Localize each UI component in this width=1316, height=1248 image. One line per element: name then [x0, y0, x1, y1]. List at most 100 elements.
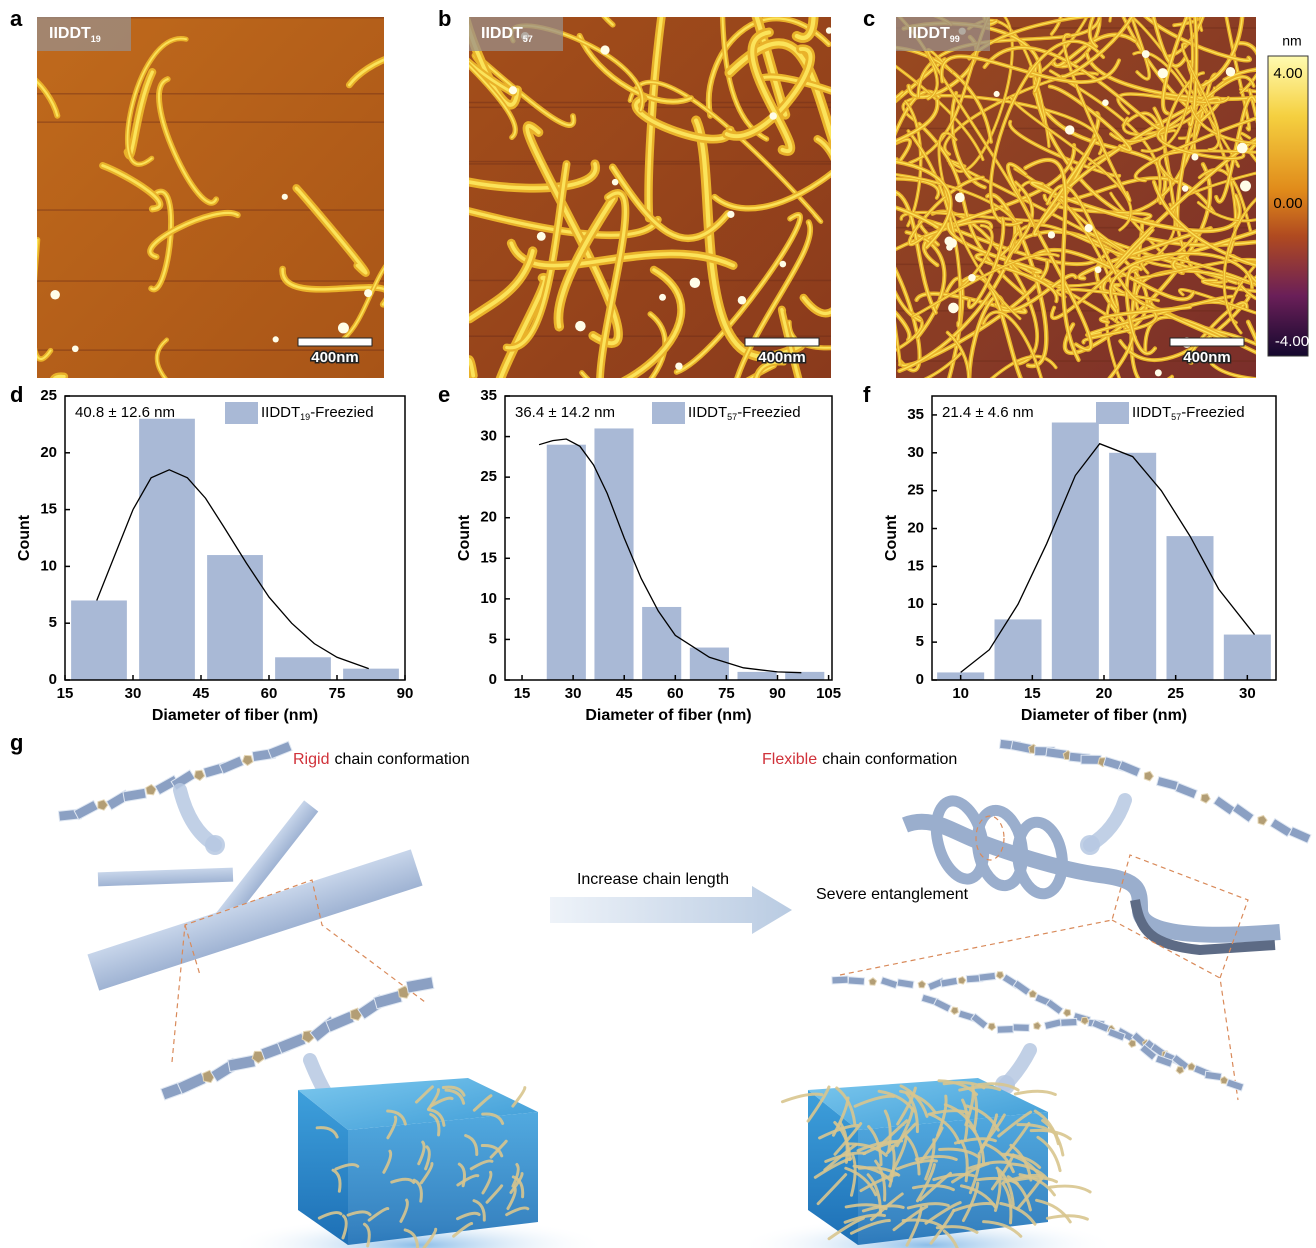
annotation: 21.4 ± 4.6 nm	[942, 404, 1034, 421]
particle	[72, 345, 79, 352]
y-tick-label: 20	[40, 444, 57, 461]
particle	[273, 336, 279, 342]
particle	[1085, 224, 1093, 232]
monomer-acceptor	[880, 977, 897, 989]
bar	[594, 428, 633, 680]
legend-base: IIDDT	[1132, 404, 1171, 421]
particle	[1155, 369, 1162, 376]
monomer-donor	[1201, 794, 1210, 803]
panel-label: e	[438, 382, 450, 407]
bar	[547, 445, 586, 680]
particle	[690, 278, 700, 288]
particle	[1237, 143, 1248, 154]
y-tick-label: 5	[489, 630, 497, 647]
monomer-acceptor	[1205, 1071, 1222, 1080]
x-tick-label: 105	[816, 685, 841, 702]
monomer-acceptor	[123, 788, 146, 801]
legend-suffix: -Freezied	[310, 404, 373, 421]
bar	[343, 669, 399, 680]
monomer-acceptor	[1013, 1024, 1029, 1032]
fiber	[53, 376, 84, 476]
panel-label: g	[10, 730, 23, 755]
monomer-acceptor	[934, 999, 952, 1013]
particle	[509, 86, 517, 94]
particle	[1182, 185, 1188, 191]
monomer-acceptor	[228, 1055, 256, 1071]
bar	[139, 419, 195, 680]
monomer-acceptor	[997, 1026, 1013, 1034]
particle	[994, 91, 1000, 97]
sample-sub: 57	[523, 34, 533, 44]
legend-base: IIDDT	[688, 404, 727, 421]
y-tick-label: 20	[480, 509, 497, 526]
monomer-acceptor	[1226, 1079, 1243, 1091]
monomer-acceptor	[1044, 1019, 1061, 1030]
bar	[1166, 536, 1213, 680]
monomer-acceptor	[406, 977, 434, 993]
bar	[738, 672, 777, 680]
ribbon	[98, 868, 233, 887]
y-tick-label: 10	[907, 595, 924, 612]
monomer-acceptor	[268, 741, 292, 758]
x-tick-label: 30	[565, 685, 582, 702]
legend-swatch	[652, 402, 685, 424]
monomer-acceptor	[219, 756, 243, 774]
scale-label: 400nm	[311, 349, 359, 366]
legend-suffix: -Freezied	[1181, 404, 1244, 421]
scan-line	[37, 121, 384, 123]
monomer-acceptor	[971, 1013, 988, 1029]
particle	[659, 294, 666, 301]
particle	[364, 289, 372, 297]
y-tick-label: 25	[480, 468, 497, 485]
legend-suffix: -Freezied	[737, 404, 800, 421]
colorbar-label: 4.00	[1273, 65, 1302, 82]
x-tick-label: 45	[193, 685, 210, 702]
particle	[1191, 153, 1198, 160]
legend-sub: 57	[1171, 412, 1181, 422]
cube-front	[348, 1112, 538, 1245]
monomer-donor	[1144, 771, 1153, 781]
particle	[955, 193, 965, 203]
legend-swatch	[1096, 402, 1129, 424]
arrow	[550, 886, 792, 934]
entanglement-label: Severe entanglement	[816, 886, 969, 903]
x-tick-label: 60	[261, 685, 278, 702]
particle	[1095, 266, 1102, 273]
x-axis-label: Diameter of fiber (nm)	[1021, 707, 1187, 724]
sample-base: IIDDT	[49, 25, 91, 42]
title-rest: chain conformation	[334, 751, 469, 768]
coil	[905, 796, 1280, 935]
legend-sub: 19	[300, 412, 310, 422]
particle	[50, 290, 60, 300]
monomer-acceptor	[979, 972, 996, 981]
particle	[1048, 231, 1055, 238]
monomer-acceptor	[177, 1073, 206, 1094]
monomer-acceptor	[897, 979, 914, 989]
x-tick-label: 15	[1024, 685, 1041, 702]
monomer-donor	[1176, 1067, 1184, 1074]
y-tick-label: 25	[907, 482, 924, 499]
y-tick-label: 5	[49, 614, 57, 631]
monomer-donor	[1029, 990, 1037, 997]
schematic: Increase chain length Severe entanglemen…	[87, 751, 1280, 1248]
right-title: Flexiblechain conformation	[762, 751, 957, 768]
monomer-acceptor	[1119, 761, 1141, 777]
monomer-acceptor	[848, 977, 864, 985]
scale-label: 400nm	[1183, 349, 1231, 366]
annotation: 40.8 ± 12.6 nm	[75, 404, 175, 421]
bar	[1224, 635, 1271, 680]
legend-label: IIDDT19-Freezied	[261, 404, 374, 422]
y-axis-label: Count	[456, 514, 473, 561]
title-rest: chain conformation	[822, 751, 957, 768]
legend-label: IIDDT57-Freezied	[688, 404, 801, 422]
y-tick-label: 35	[907, 406, 924, 423]
legend-swatch	[225, 402, 258, 424]
particle	[1065, 125, 1074, 134]
monomer-acceptor	[1232, 803, 1254, 822]
panel-label: f	[863, 382, 871, 407]
afm-image	[0, 17, 443, 477]
x-axis-label: Diameter of fiber (nm)	[585, 707, 751, 724]
y-tick-label: 25	[40, 387, 57, 404]
particle	[1158, 68, 1168, 78]
y-tick-label: 5	[916, 633, 924, 650]
